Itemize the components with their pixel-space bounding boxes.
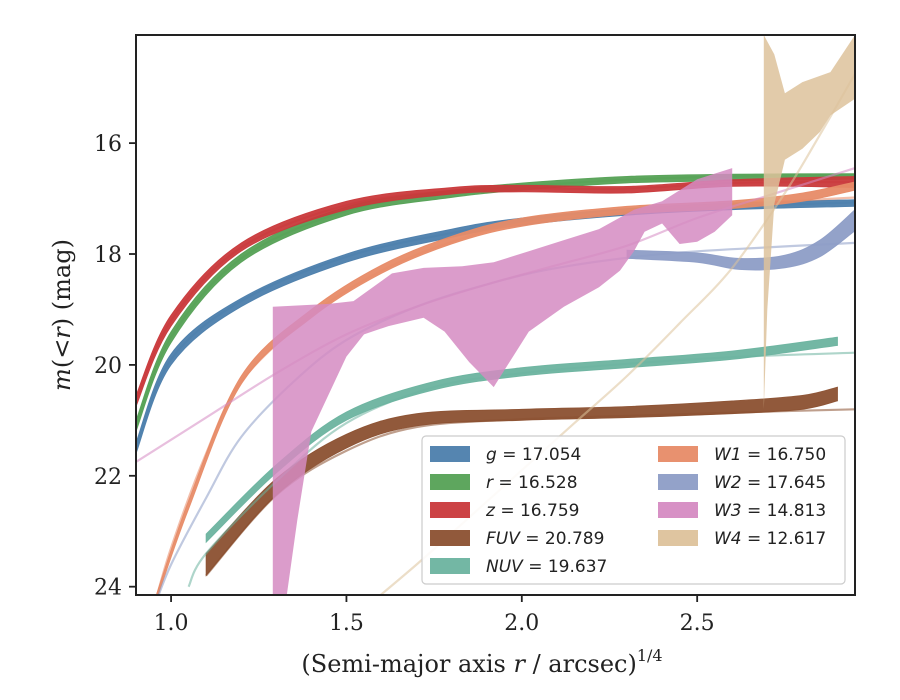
legend: g = 17.054 r = 16.528 z = 16.759 FUV = 20.7… <box>422 436 845 584</box>
legend-label-nuv: NUV = 19.637 <box>486 557 607 577</box>
legend-item-nuv: NUV = 19.637 <box>430 557 607 577</box>
y-axis-label: m(<r) (mag) <box>48 239 76 391</box>
legend-label-w1: W1 = 16.750 <box>714 445 826 465</box>
legend-item-z: z = 16.759 <box>430 501 579 521</box>
legend-item-r: r = 16.528 <box>430 473 578 493</box>
chart-container: 1.0 1.5 2.0 2.5 16 18 20 22 24 (Semi-major axis… <box>0 0 900 700</box>
chart-svg: 1.0 1.5 2.0 2.5 16 18 20 22 24 (Semi-major axis… <box>0 0 900 700</box>
y-tick-label: 22 <box>94 465 122 490</box>
y-tick-label: 20 <box>94 354 122 379</box>
legend-swatch-fuv <box>430 530 470 546</box>
legend-label-w3: W3 = 14.813 <box>714 501 826 521</box>
legend-swatch-r <box>430 474 470 490</box>
legend-label-w4: W4 = 12.617 <box>714 529 826 549</box>
x-tick-label: 2.0 <box>504 611 539 636</box>
legend-swatch-w2 <box>658 474 698 490</box>
legend-item-fuv: FUV = 20.789 <box>430 529 604 549</box>
legend-swatch-g <box>430 446 470 462</box>
legend-item-w4: W4 = 12.617 <box>658 529 826 549</box>
legend-item-w3: W3 = 14.813 <box>658 501 826 521</box>
y-tick-label: 24 <box>94 576 122 601</box>
legend-swatch-z <box>430 502 470 518</box>
legend-label-w2: W2 = 17.645 <box>714 473 826 493</box>
legend-swatch-nuv <box>430 558 470 574</box>
legend-item-g: g = 17.054 <box>430 445 581 465</box>
y-tick-label: 18 <box>94 243 122 268</box>
legend-label-fuv: FUV = 20.789 <box>486 529 604 549</box>
legend-label-r: r = 16.528 <box>486 473 578 493</box>
legend-swatch-w1 <box>658 446 698 462</box>
x-tick-label: 1.5 <box>329 611 364 636</box>
y-tick-label: 16 <box>94 132 122 157</box>
x-axis-label: (Semi-major axis r / arcsec)1/4 <box>301 646 662 678</box>
legend-swatch-w4 <box>658 530 698 546</box>
legend-swatch-w3 <box>658 502 698 518</box>
legend-label-g: g = 17.054 <box>486 445 581 465</box>
legend-item-w2: W2 = 17.645 <box>658 473 826 493</box>
x-tick-label: 1.0 <box>154 611 189 636</box>
legend-item-w1: W1 = 16.750 <box>658 445 826 465</box>
x-tick-label: 2.5 <box>680 611 715 636</box>
legend-label-z: z = 16.759 <box>485 501 579 521</box>
